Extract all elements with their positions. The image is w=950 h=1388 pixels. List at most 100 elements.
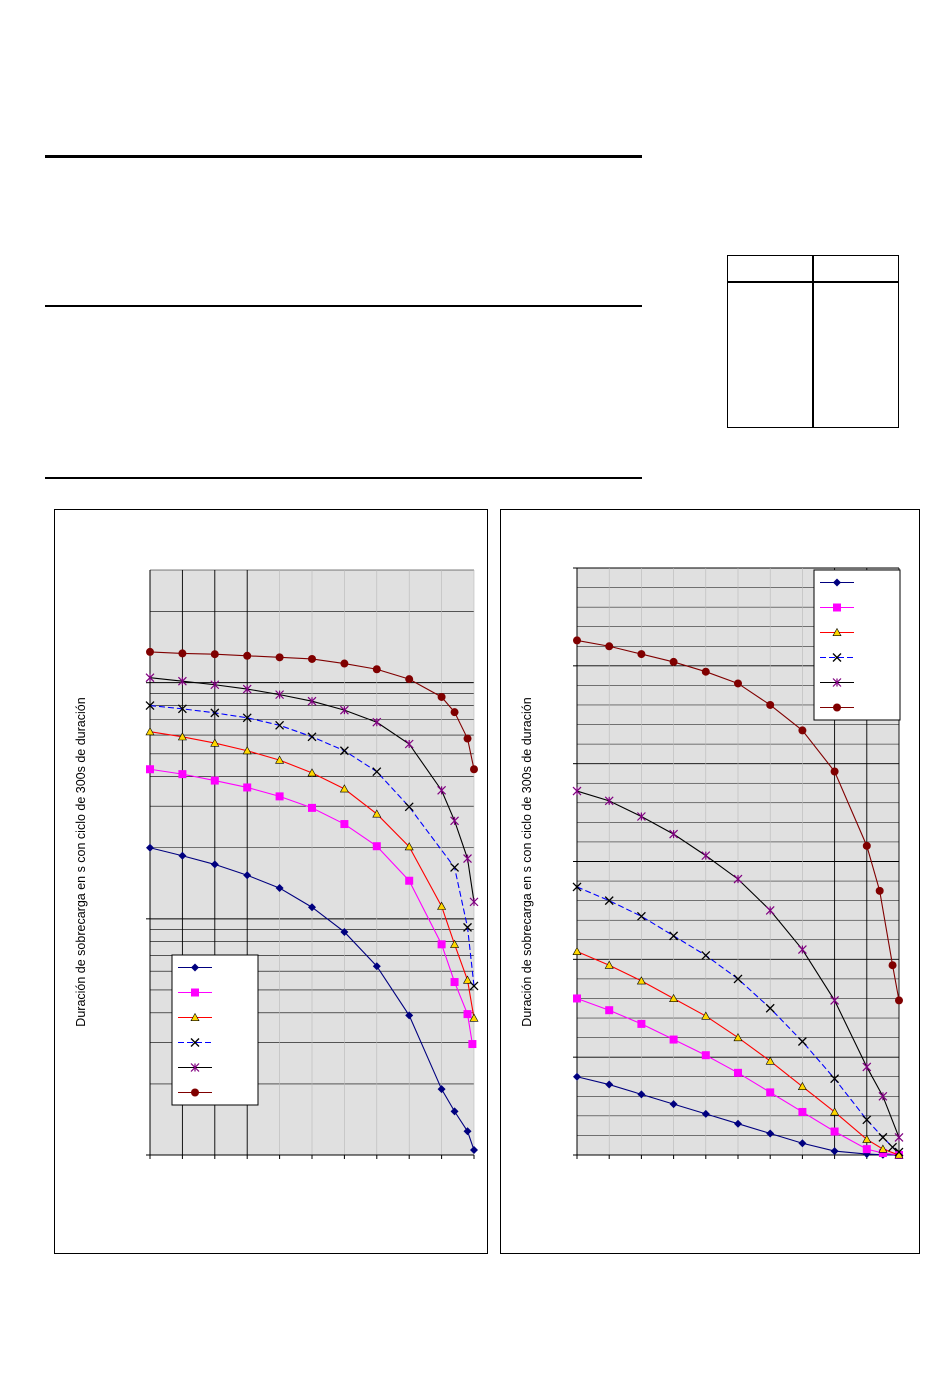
data-point	[210, 738, 220, 747]
data-point	[830, 1107, 840, 1116]
data-point	[701, 950, 711, 960]
data-point	[733, 874, 743, 884]
data-point	[605, 642, 614, 651]
data-point	[340, 659, 349, 668]
data-point	[637, 1090, 646, 1099]
series-1	[146, 765, 477, 1049]
legend	[813, 569, 901, 721]
data-point	[862, 1115, 872, 1125]
data-point	[372, 842, 381, 851]
legend-item	[178, 988, 212, 997]
side-table-column-divider	[812, 256, 814, 427]
legend-item	[820, 678, 854, 687]
series-line	[576, 790, 900, 1138]
data-point	[177, 704, 187, 714]
legend-item	[820, 653, 854, 662]
data-point	[572, 882, 582, 892]
series-2	[572, 946, 904, 1159]
legend-item	[178, 1012, 212, 1022]
data-point	[178, 649, 187, 658]
legend-item	[178, 963, 212, 972]
legend-box	[171, 954, 259, 1106]
legend-marker	[833, 703, 841, 712]
data-point	[405, 675, 414, 684]
data-point	[339, 784, 349, 793]
data-point	[463, 1127, 472, 1136]
series-3	[145, 701, 479, 991]
data-point	[573, 994, 581, 1003]
legend-item	[820, 703, 854, 712]
data-point	[878, 1149, 887, 1158]
data-point	[146, 765, 154, 774]
legend-marker	[832, 627, 842, 636]
data-point	[878, 1144, 888, 1153]
header-rule-middle	[45, 305, 642, 307]
chart-right: Duración de sobrecarga en s con ciclo de…	[520, 567, 904, 1159]
data-point	[636, 976, 646, 985]
data-point	[210, 650, 219, 659]
data-point	[669, 993, 679, 1002]
data-point	[404, 739, 414, 749]
data-point	[604, 896, 614, 906]
data-point	[177, 732, 187, 741]
data-point	[894, 1132, 904, 1142]
data-point	[766, 1088, 775, 1097]
data-point	[797, 945, 807, 954]
chart-left-frame: Duración de sobrecarga en s con ciclo de…	[54, 509, 488, 1254]
data-point	[637, 1019, 646, 1028]
series-0	[146, 843, 478, 1154]
legend-box	[813, 569, 901, 721]
legend-item	[178, 1088, 212, 1097]
data-point	[450, 978, 459, 987]
data-point	[308, 803, 316, 812]
data-point	[797, 1081, 807, 1091]
data-point	[210, 680, 220, 690]
data-point	[830, 995, 840, 1005]
data-point	[178, 770, 187, 779]
data-point	[308, 654, 316, 663]
data-point	[145, 727, 155, 736]
data-point	[798, 726, 807, 735]
data-point	[862, 841, 871, 850]
data-point	[463, 734, 472, 743]
header-rule-thick	[45, 155, 642, 158]
data-point	[242, 713, 252, 723]
data-point	[701, 851, 711, 861]
data-point	[765, 1003, 775, 1013]
data-point	[766, 1129, 775, 1138]
data-point	[605, 1006, 614, 1015]
data-point	[405, 1011, 414, 1020]
data-point	[669, 1100, 678, 1109]
data-point	[572, 946, 582, 956]
legend-item	[820, 627, 854, 636]
data-point	[178, 851, 187, 860]
series-line	[149, 705, 475, 986]
data-point	[450, 816, 459, 826]
data-point	[733, 1032, 743, 1042]
data-point	[307, 696, 317, 706]
chart-left: Duración de sobrecarga en s con ciclo de…	[74, 569, 479, 1159]
data-point	[450, 863, 460, 872]
data-point	[242, 746, 252, 755]
data-point	[604, 960, 614, 969]
data-point	[604, 796, 614, 806]
data-point	[307, 768, 317, 777]
data-point	[862, 1145, 871, 1154]
header-rule-bottom	[45, 477, 642, 479]
data-point	[146, 647, 154, 656]
side-table	[727, 255, 899, 428]
data-point	[340, 927, 349, 936]
data-point	[830, 1127, 839, 1136]
data-point	[888, 961, 897, 970]
data-point	[830, 1074, 840, 1084]
data-point	[242, 684, 252, 694]
data-point	[733, 974, 743, 984]
data-point	[308, 903, 316, 912]
data-point	[470, 765, 478, 774]
data-point	[765, 1056, 775, 1065]
data-point	[372, 717, 382, 727]
data-point	[669, 931, 679, 941]
legend-item	[178, 1038, 212, 1047]
data-point	[275, 884, 284, 893]
data-point	[469, 981, 479, 991]
